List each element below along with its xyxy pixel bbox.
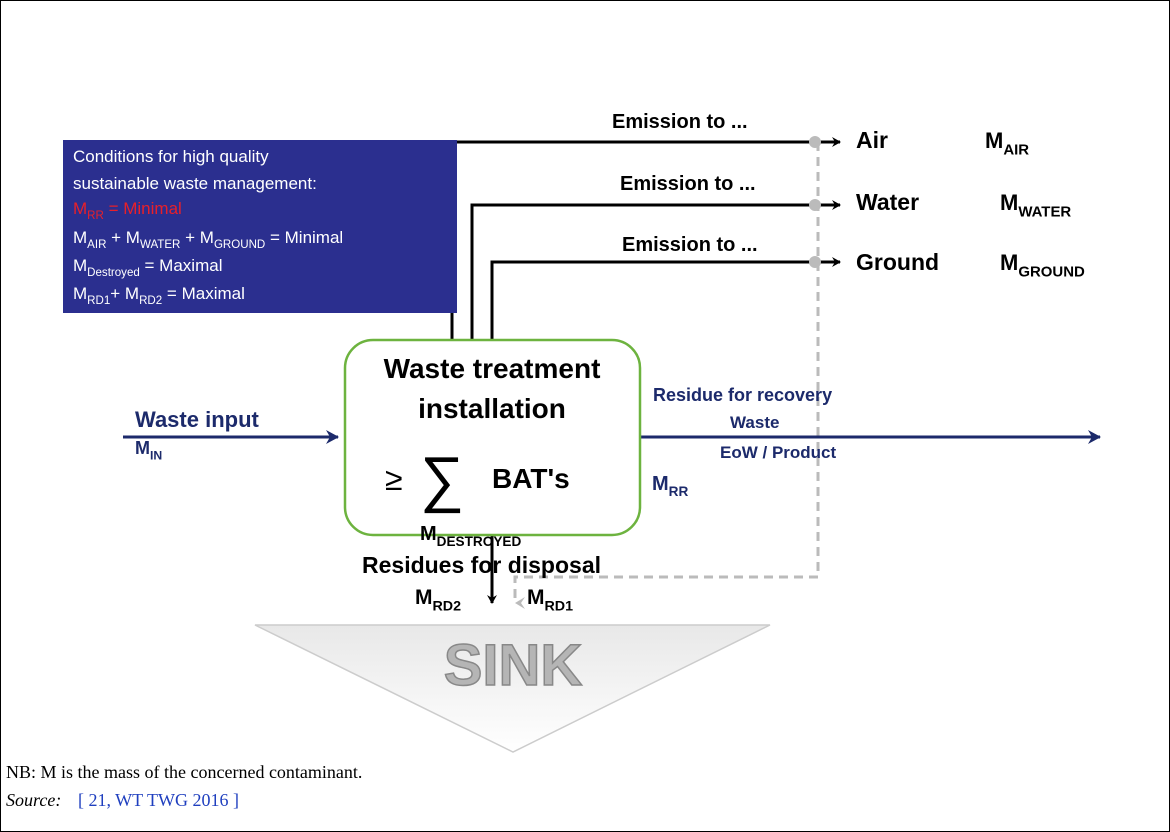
label: Residue for recovery (653, 385, 832, 405)
note: NB: M is the mass of the concerned conta… (6, 762, 362, 782)
subscript: Destroyed (87, 267, 140, 279)
label: ≥ (385, 461, 403, 497)
text-part: = Minimal (265, 228, 343, 247)
label: Water (856, 189, 919, 215)
rich-label: MRD2 (415, 586, 461, 614)
junction-dots (809, 136, 821, 268)
subscript: RR (669, 484, 689, 499)
text-part: M (1000, 250, 1018, 275)
label: Waste (730, 413, 779, 432)
label: Waste input (135, 407, 260, 432)
subscript: RD2 (433, 598, 462, 614)
label: installation (418, 393, 566, 424)
subscript: AIR (87, 239, 106, 251)
text-part: M (1000, 190, 1018, 215)
text-part: = Minimal (104, 199, 182, 218)
text-part: = Maximal (140, 256, 223, 275)
rich-label: MDestroyed = Maximal (73, 256, 222, 279)
rich-label: MAIR (985, 128, 1029, 159)
label: Emission to ... (612, 111, 748, 133)
subscript: WATER (140, 239, 180, 251)
text-part: + M (180, 228, 214, 247)
text-part: M (985, 128, 1003, 153)
subscript: WATER (1018, 204, 1071, 221)
subscript: RD1 (87, 295, 110, 307)
text-part: M (420, 523, 437, 545)
label: sustainable waste management: (73, 174, 317, 193)
text-part: M (73, 199, 87, 218)
label: Waste treatment (384, 353, 601, 384)
rich-label: MWATER (1000, 190, 1071, 221)
text-part: M (415, 586, 433, 609)
rich-label: MRR = Minimal (73, 199, 182, 222)
sink-shape (254, 624, 771, 753)
rich-label: MRD1+ MRD2 = Maximal (73, 284, 245, 307)
label: Ground (856, 249, 939, 275)
label: Air (856, 127, 888, 153)
emission-lines (450, 137, 841, 604)
subscript: AIR (1003, 142, 1029, 159)
text-part: + M (106, 228, 140, 247)
installation-box (343, 338, 642, 537)
rich-label: MAIR + MWATER + MGROUND = Minimal (73, 228, 343, 251)
subscript: DESTROYED (437, 534, 522, 549)
rich-label: MIN (135, 438, 162, 462)
text-part: M (73, 284, 87, 303)
text-part: = Maximal (162, 284, 245, 303)
rich-label: MGROUND (1000, 250, 1085, 281)
label: ∑ (420, 445, 464, 514)
text-part: M (73, 256, 87, 275)
sink-label: SINK (444, 633, 583, 698)
rich-label: MRR (652, 473, 688, 499)
rich-label: MRD1 (527, 586, 573, 614)
subscript: RD1 (545, 598, 574, 614)
text-part: M (652, 473, 669, 495)
text-part: + M (110, 284, 139, 303)
text-part: M (527, 586, 545, 609)
label: Emission to ... (622, 234, 758, 256)
rich-label: MDESTROYED (420, 523, 521, 549)
source-ref[interactable]: [ 21, WT TWG 2016 ] (78, 790, 239, 810)
label: Emission to ... (620, 173, 756, 195)
text-part: M (73, 228, 87, 247)
label: Conditions for high quality (73, 147, 269, 166)
label: BAT's (492, 463, 570, 494)
subscript: RD2 (139, 295, 162, 307)
dashed-return (513, 142, 820, 609)
label: Residues for disposal (362, 552, 601, 578)
conditions-box (63, 140, 457, 313)
subscript: GROUND (1018, 264, 1085, 281)
subscript: RR (87, 210, 104, 222)
subscript: IN (150, 448, 162, 462)
source-label: Source: (6, 790, 61, 810)
subscript: GROUND (214, 239, 265, 251)
label: EoW / Product (720, 443, 837, 462)
text-part: M (135, 438, 150, 458)
